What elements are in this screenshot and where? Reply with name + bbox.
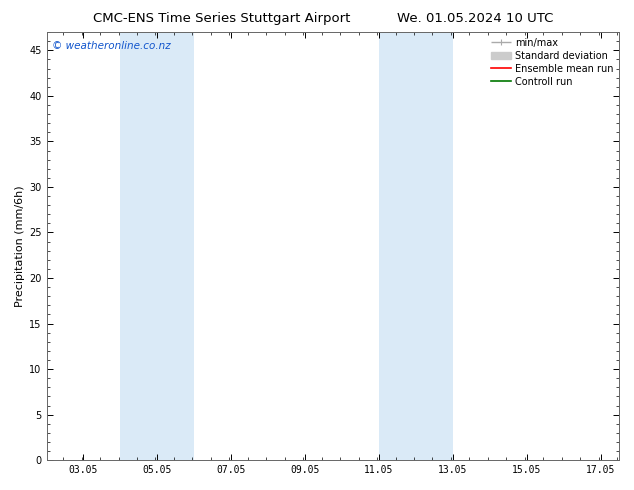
Text: © weatheronline.co.nz: © weatheronline.co.nz: [52, 41, 171, 50]
Y-axis label: Precipitation (mm/6h): Precipitation (mm/6h): [15, 185, 25, 307]
Legend: min/max, Standard deviation, Ensemble mean run, Controll run: min/max, Standard deviation, Ensemble me…: [488, 34, 617, 91]
Bar: [379, 32, 453, 460]
Text: We. 01.05.2024 10 UTC: We. 01.05.2024 10 UTC: [398, 12, 553, 25]
Bar: [120, 32, 194, 460]
Text: CMC-ENS Time Series Stuttgart Airport: CMC-ENS Time Series Stuttgart Airport: [93, 12, 351, 25]
